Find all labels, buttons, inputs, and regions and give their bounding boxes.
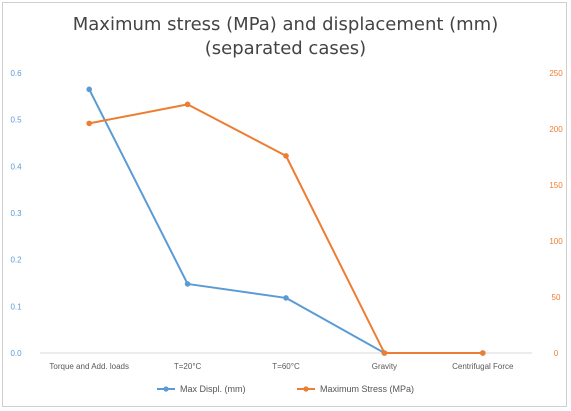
series-1-point [283, 295, 289, 301]
series-2-point [480, 350, 486, 356]
series-2-point [381, 350, 388, 356]
series-2-point [184, 101, 191, 108]
y-right-tick-label: 250 [549, 69, 563, 78]
series-line-1 [88, 88, 483, 354]
y-right-tick-label: 100 [549, 237, 563, 246]
legend-marker-1 [163, 386, 169, 392]
y-left-tick-label: 0.4 [10, 162, 22, 171]
x-tick-label: Torque and Add. loads [49, 362, 129, 371]
y-left-tick-label: 0.6 [10, 69, 22, 78]
y-right-tick-label: 0 [554, 349, 559, 358]
y-right-tick-label: 150 [549, 181, 563, 190]
x-tick-label: T=20°C [174, 362, 202, 371]
y-left-tick-label: 0.0 [10, 349, 22, 358]
chart-frame [2, 2, 567, 407]
y-right-tick-label: 200 [549, 125, 563, 134]
series-1-point [86, 86, 92, 93]
chart-title: Maximum stress (MPa) and displacement (m… [72, 14, 499, 35]
legend-label-2: Maximum Stress (MPa) [320, 384, 414, 394]
x-tick-label: Centrifugal Force [452, 362, 514, 371]
y-left-tick-label: 0.3 [10, 209, 22, 218]
chart-subtitle: (separated cases) [204, 38, 367, 59]
x-tick-label: Gravity [372, 362, 397, 371]
y-left-tick-label: 0.1 [10, 302, 22, 311]
legend-marker-2 [303, 386, 309, 392]
y-right-tick-label: 50 [552, 293, 561, 302]
series-1-point [184, 281, 191, 287]
series-2-point [283, 153, 289, 159]
series-2-point [86, 120, 92, 127]
x-tick-label: T=60°C [272, 362, 300, 371]
series-line-2 [89, 103, 483, 354]
y-left-tick-label: 0.2 [10, 256, 22, 265]
y-left-tick-label: 0.5 [10, 116, 22, 125]
legend-label-1: Max Displ. (mm) [180, 384, 246, 394]
